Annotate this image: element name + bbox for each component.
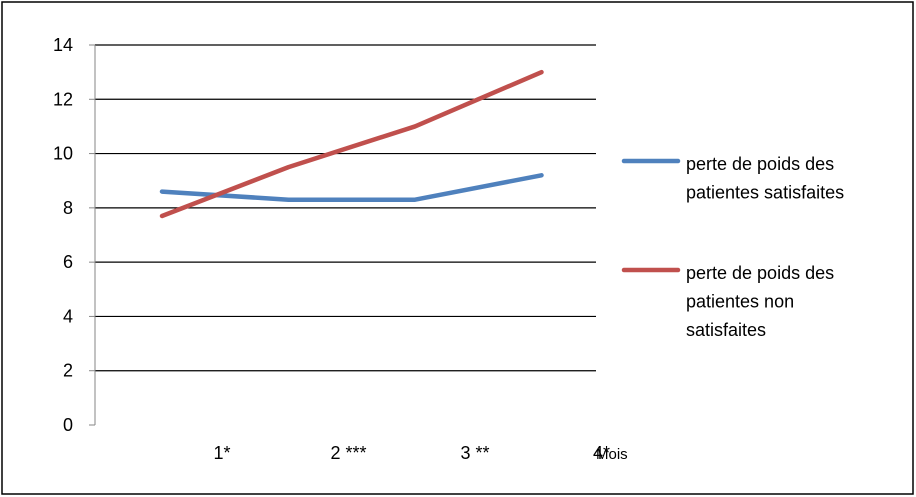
- legend-label-1: perte de poids des: [686, 154, 834, 174]
- y-axis: 0 2 4 6 8 10 12 14: [53, 35, 96, 435]
- x-tick-label: 1*: [213, 443, 230, 463]
- series-line-2: [159, 69, 544, 219]
- y-tick-label: 8: [63, 198, 73, 218]
- x-tick-label: 4*: [593, 443, 610, 463]
- x-axis-title: Mois: [596, 446, 628, 463]
- series-line-1: [159, 173, 544, 202]
- x-tick-label: 2 ***: [330, 443, 366, 463]
- y-tick-label: 6: [63, 252, 73, 272]
- y-tick-label: 2: [63, 361, 73, 381]
- legend-label-2: patientes non: [686, 292, 794, 312]
- legend-label-2: perte de poids des: [686, 263, 834, 283]
- y-tick-label: 14: [53, 35, 73, 55]
- y-tick-label: 10: [53, 144, 73, 164]
- legend-label-1: patientes satisfaites: [686, 183, 844, 203]
- legend: perte de poids des patientes satisfaites p…: [621, 154, 844, 340]
- y-tick-label: 4: [63, 306, 73, 326]
- x-tick-label: 3 **: [460, 443, 489, 463]
- series-lines: [159, 69, 544, 219]
- y-tick-label: 0: [63, 415, 73, 435]
- legend-label-2: satisfaites: [686, 320, 766, 340]
- x-axis: 1* 2 *** 3 ** 4*: [213, 443, 610, 463]
- y-tick-label: 12: [53, 89, 73, 109]
